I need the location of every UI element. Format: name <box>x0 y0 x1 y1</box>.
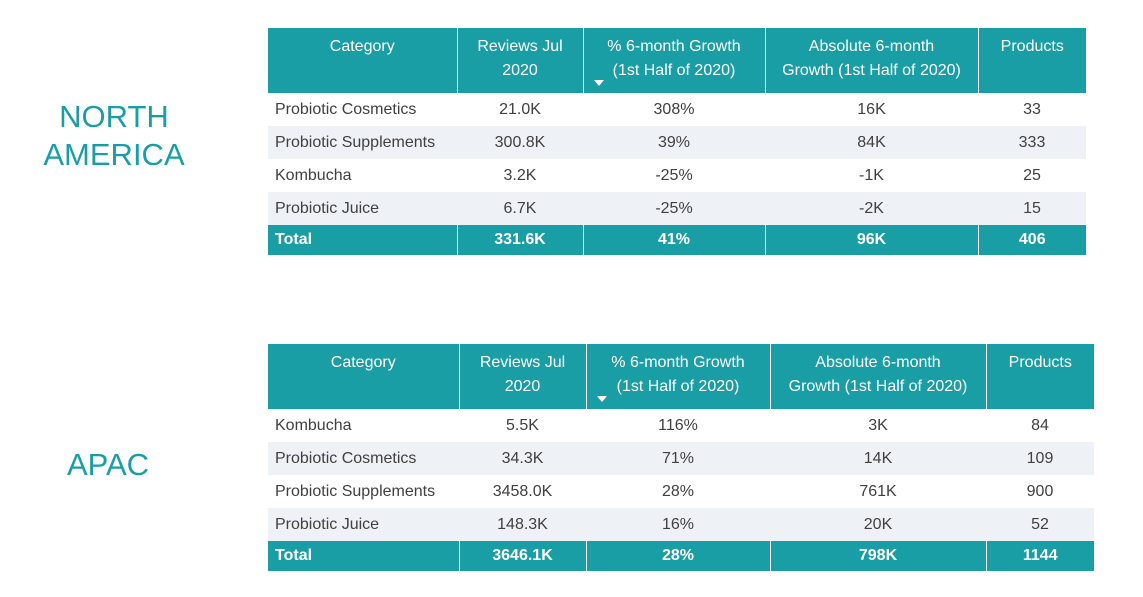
cell-category: Probiotic Juice <box>268 508 459 541</box>
region-label-line1: NORTH <box>59 99 169 134</box>
header-line2: 2020 <box>504 378 541 395</box>
total-products: 1144 <box>986 541 1094 571</box>
sort-descending-icon[interactable] <box>596 396 607 402</box>
cell-pct-growth: 39% <box>583 126 765 159</box>
table-row[interactable]: Probiotic Supplements 3458.0K 28% 761K 9… <box>268 475 1094 508</box>
header-line1: Category <box>329 38 395 55</box>
cell-abs-growth: 20K <box>770 508 986 541</box>
north-america-table: Category Reviews Jul 2020 % 6-month Grow… <box>268 28 1086 255</box>
region-label-north-america: NORTH AMERICA <box>22 98 206 174</box>
header-line1: Reviews Jul <box>479 354 566 371</box>
header-line2: (1st Half of 2020) <box>612 62 736 79</box>
cell-reviews: 3.2K <box>457 159 583 192</box>
header-line2: (1st Half of 2020) <box>616 378 740 395</box>
cell-pct-growth: -25% <box>583 159 765 192</box>
cell-products: 109 <box>986 442 1094 475</box>
cell-abs-growth: 761K <box>770 475 986 508</box>
column-header-pct-growth[interactable]: % 6-month Growth (1st Half of 2020) <box>586 344 771 409</box>
cell-reviews: 21.0K <box>457 93 583 126</box>
column-header-category[interactable]: Category <box>268 344 460 409</box>
column-header-products[interactable]: Products <box>986 344 1094 409</box>
total-reviews: 331.6K <box>457 225 584 255</box>
cell-category: Kombucha <box>268 159 457 192</box>
cell-products: 333 <box>978 126 1086 159</box>
header-line1: Absolute 6-month <box>815 354 941 371</box>
cell-category: Probiotic Supplements <box>268 126 457 159</box>
sort-descending-icon[interactable] <box>593 80 604 86</box>
cell-abs-growth: 16K <box>765 93 978 126</box>
header-line1: Category <box>330 354 396 371</box>
table-row[interactable]: Probiotic Cosmetics 34.3K 71% 14K 109 <box>268 442 1094 475</box>
total-row: Total 3646.1K 28% 798K 1144 <box>268 541 1094 571</box>
header-line1: Reviews Jul <box>477 38 563 55</box>
region-label-line1: APAC <box>66 447 150 482</box>
table-row[interactable]: Probiotic Juice 148.3K 16% 20K 52 <box>268 508 1094 541</box>
header-line2: 2020 <box>502 62 538 79</box>
header-line2: Growth (1st Half of 2020) <box>782 62 961 79</box>
cell-products: 15 <box>978 192 1086 225</box>
cell-pct-growth: 308% <box>583 93 765 126</box>
cell-reviews: 6.7K <box>457 192 583 225</box>
cell-category: Probiotic Supplements <box>268 475 459 508</box>
cell-products: 33 <box>978 93 1086 126</box>
apac-table: Category Reviews Jul 2020 % 6-month Grow… <box>268 344 1094 571</box>
total-pct-growth: 28% <box>586 541 771 571</box>
cell-products: 25 <box>978 159 1086 192</box>
total-label: Total <box>268 225 458 255</box>
header-row: Category Reviews Jul 2020 % 6-month Grow… <box>268 28 1086 93</box>
cell-products: 84 <box>986 409 1094 442</box>
cell-pct-growth: 116% <box>586 409 770 442</box>
cell-category: Probiotic Juice <box>268 192 457 225</box>
total-abs-growth: 798K <box>770 541 987 571</box>
header-line1: % 6-month Growth <box>611 354 745 371</box>
region-label-apac: APAC <box>38 446 178 484</box>
column-header-abs-growth[interactable]: Absolute 6-month Growth (1st Half of 202… <box>770 344 987 409</box>
cell-category: Probiotic Cosmetics <box>268 442 459 475</box>
total-label: Total <box>268 541 460 571</box>
column-header-category[interactable]: Category <box>268 28 458 93</box>
cell-reviews: 3458.0K <box>459 475 586 508</box>
column-header-abs-growth[interactable]: Absolute 6-month Growth (1st Half of 202… <box>765 28 979 93</box>
column-header-pct-growth[interactable]: % 6-month Growth (1st Half of 2020) <box>583 28 766 93</box>
cell-reviews: 5.5K <box>459 409 586 442</box>
region-label-line2: AMERICA <box>43 137 185 172</box>
cell-category: Probiotic Cosmetics <box>268 93 457 126</box>
header-line1: Products <box>1000 38 1064 55</box>
header-line1: Absolute 6-month <box>808 38 935 55</box>
cell-products: 900 <box>986 475 1094 508</box>
cell-reviews: 148.3K <box>459 508 586 541</box>
cell-abs-growth: 14K <box>770 442 986 475</box>
header-row: Category Reviews Jul 2020 % 6-month Grow… <box>268 344 1094 409</box>
cell-pct-growth: 28% <box>586 475 770 508</box>
total-pct-growth: 41% <box>583 225 766 255</box>
total-reviews: 3646.1K <box>459 541 587 571</box>
total-abs-growth: 96K <box>765 225 979 255</box>
table-row[interactable]: Probiotic Juice 6.7K -25% -2K 15 <box>268 192 1086 225</box>
header-line1: % 6-month Growth <box>607 38 741 55</box>
cell-pct-growth: 16% <box>586 508 770 541</box>
table-row[interactable]: Kombucha 3.2K -25% -1K 25 <box>268 159 1086 192</box>
table-row[interactable]: Probiotic Cosmetics 21.0K 308% 16K 33 <box>268 93 1086 126</box>
total-row: Total 331.6K 41% 96K 406 <box>268 225 1086 255</box>
column-header-reviews[interactable]: Reviews Jul 2020 <box>457 28 584 93</box>
column-header-products[interactable]: Products <box>978 28 1086 93</box>
column-header-reviews[interactable]: Reviews Jul 2020 <box>459 344 587 409</box>
cell-products: 52 <box>986 508 1094 541</box>
table-row[interactable]: Probiotic Supplements 300.8K 39% 84K 333 <box>268 126 1086 159</box>
cell-abs-growth: -2K <box>765 192 978 225</box>
header-line2: Growth (1st Half of 2020) <box>788 378 968 395</box>
cell-reviews: 34.3K <box>459 442 586 475</box>
total-products: 406 <box>978 225 1086 255</box>
table-row[interactable]: Kombucha 5.5K 116% 3K 84 <box>268 409 1094 442</box>
header-line1: Products <box>1008 354 1072 371</box>
cell-abs-growth: 3K <box>770 409 986 442</box>
cell-abs-growth: -1K <box>765 159 978 192</box>
cell-reviews: 300.8K <box>457 126 583 159</box>
cell-pct-growth: 71% <box>586 442 770 475</box>
cell-category: Kombucha <box>268 409 459 442</box>
cell-pct-growth: -25% <box>583 192 765 225</box>
cell-abs-growth: 84K <box>765 126 978 159</box>
